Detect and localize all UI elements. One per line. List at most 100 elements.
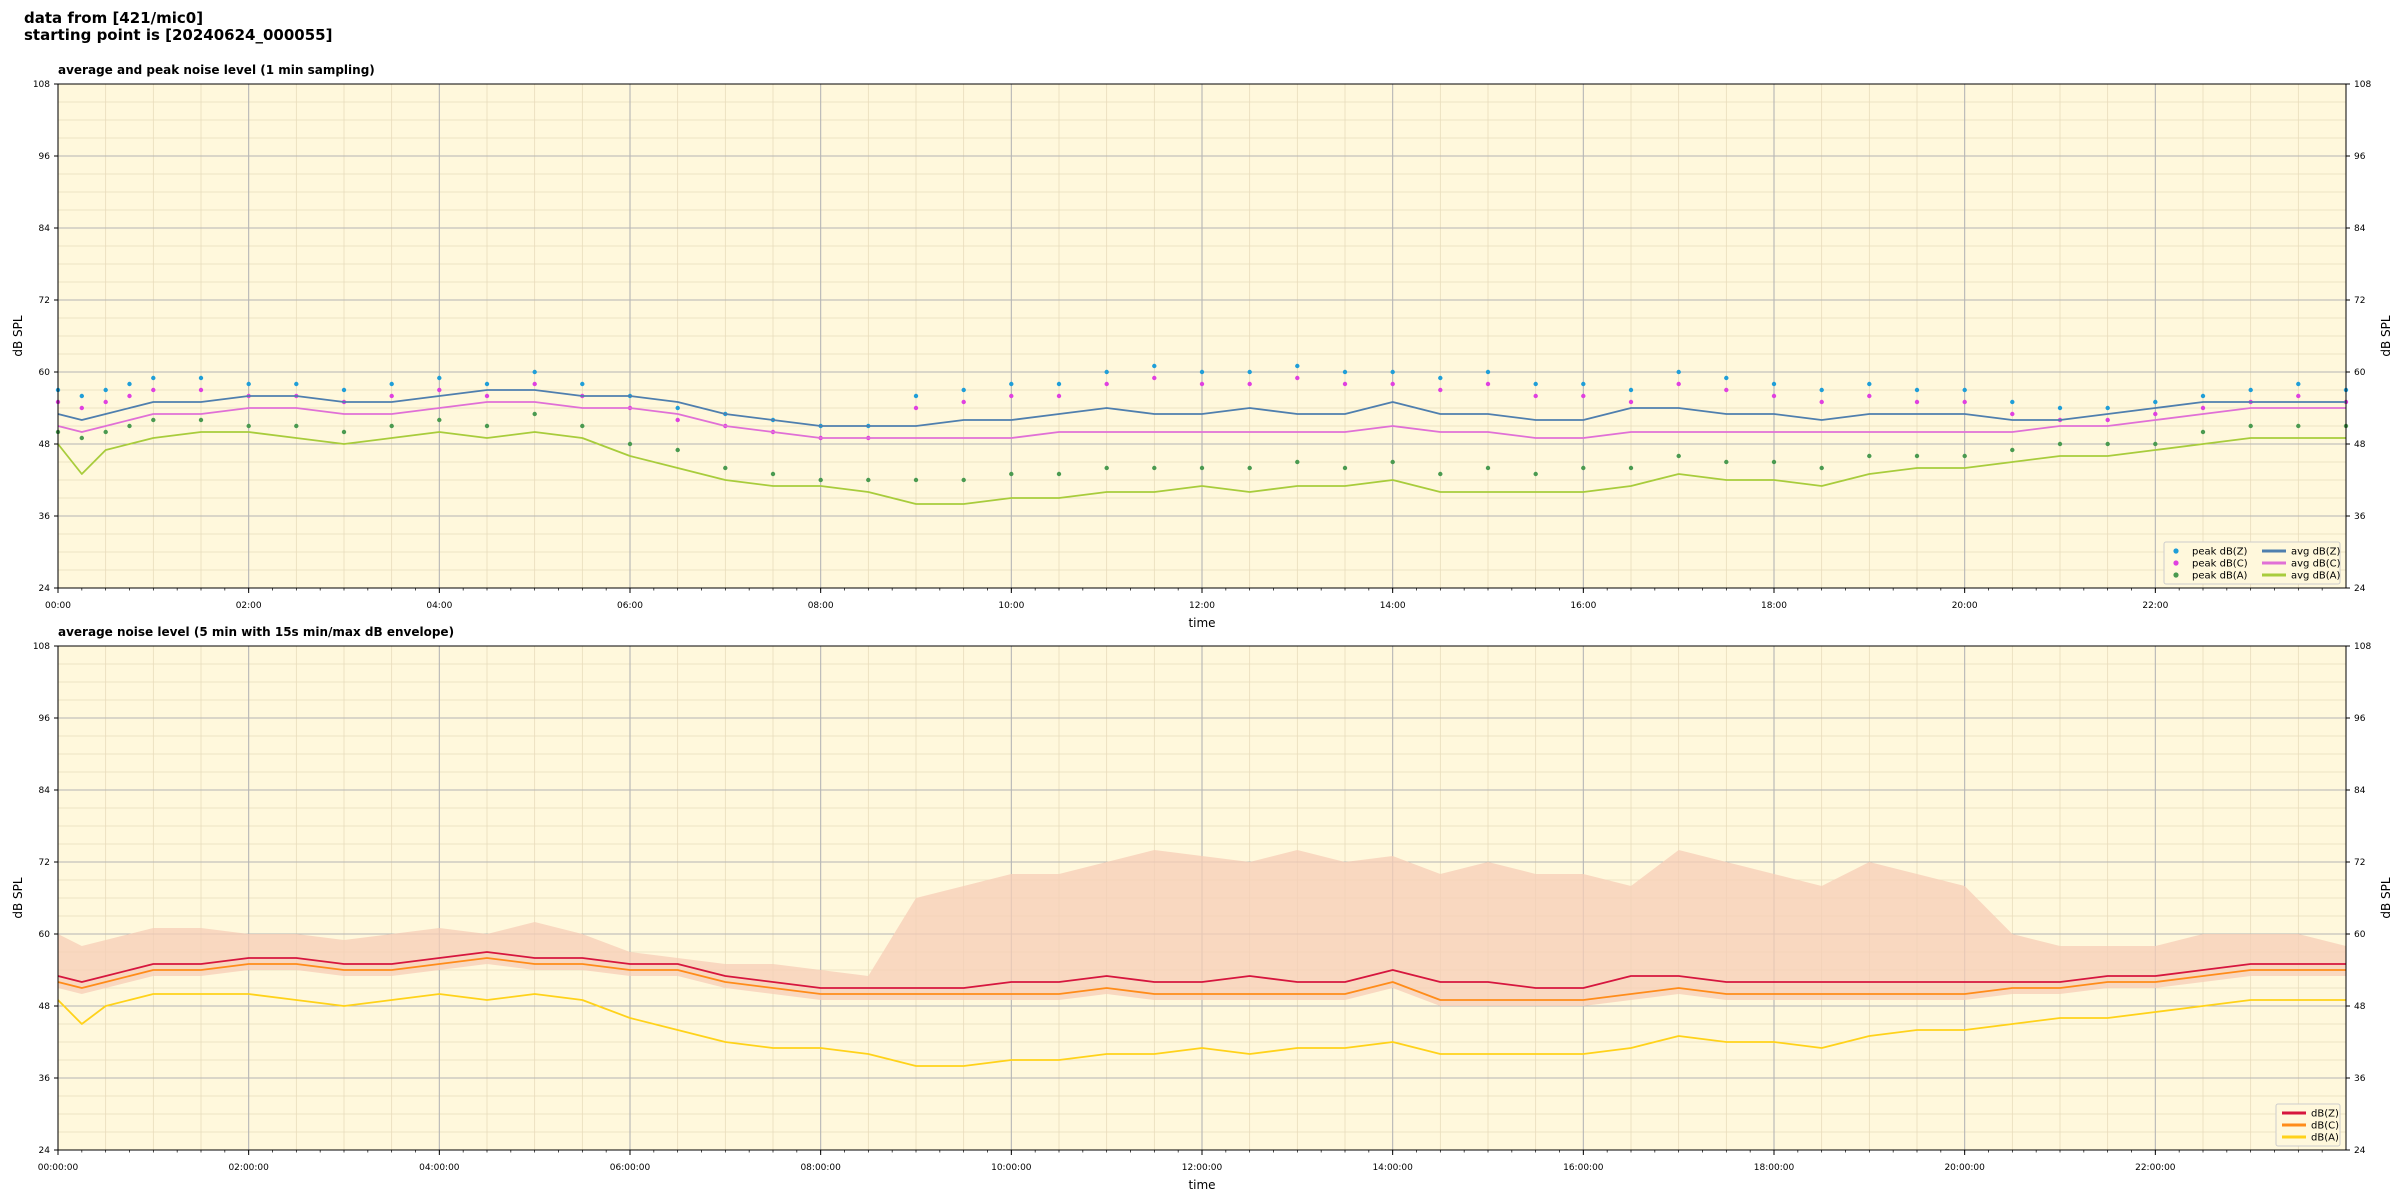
x-tick-label: 20:00:00 <box>1944 1163 1985 1173</box>
starting-point-line: starting point is [20240624_000055] <box>24 26 333 44</box>
point-peak-db-z <box>1676 369 1681 375</box>
point-peak-db-a <box>818 477 823 483</box>
series-line-avg-db-z <box>57 389 2346 427</box>
y-tick-label-right: 24 <box>2354 584 2366 594</box>
y-tick-label: 84 <box>39 786 51 796</box>
x-tick-label: 00:00:00 <box>38 1163 79 1173</box>
point-peak-db-c <box>198 387 204 393</box>
y-tick-label: 36 <box>39 512 51 522</box>
point-peak-db-c <box>1676 381 1681 387</box>
x-tick-label: 04:00:00 <box>419 1163 460 1173</box>
point-peak-db-a <box>1581 465 1586 471</box>
point-peak-db-a <box>1676 453 1681 459</box>
point-peak-db-z <box>294 381 299 387</box>
series-line-db-a <box>57 993 2346 1067</box>
y-tick-label: 96 <box>39 152 51 162</box>
point-peak-db-c <box>1914 399 1920 405</box>
x-tick-label: 06:00 <box>617 601 643 611</box>
legend-label: avg dB(A) <box>2291 571 2341 582</box>
legend-marker <box>2173 560 2179 566</box>
point-peak-db-c <box>961 399 966 405</box>
y-tick-label: 84 <box>39 224 51 234</box>
point-peak-db-z <box>2010 399 2015 405</box>
y-tick-label: 108 <box>33 80 50 90</box>
point-peak-db-a <box>532 411 537 417</box>
point-peak-db-a <box>1724 459 1729 465</box>
point-peak-db-z <box>2105 405 2110 411</box>
point-peak-db-z <box>1390 369 1395 375</box>
point-peak-db-c <box>1152 375 1157 381</box>
legend-marker <box>2173 548 2179 554</box>
point-peak-db-a <box>1819 465 1824 471</box>
point-peak-db-a <box>1485 465 1491 471</box>
point-peak-db-a <box>627 441 633 447</box>
point-peak-db-a <box>961 477 966 483</box>
point-peak-db-a <box>866 477 871 483</box>
y-tick-label-right: 36 <box>2354 512 2366 522</box>
point-peak-db-a <box>580 423 585 429</box>
y-tick-label-right: 84 <box>2354 786 2366 796</box>
point-peak-db-z <box>484 381 490 387</box>
envelope-area <box>58 850 2346 1006</box>
point-peak-db-z <box>1533 381 1538 387</box>
point-peak-db-a <box>484 423 490 429</box>
point-peak-db-c <box>1104 381 1109 387</box>
point-peak-db-c <box>1342 381 1348 387</box>
point-peak-db-a <box>1247 465 1252 471</box>
y-tick-label: 72 <box>39 858 50 868</box>
y-axis-label: dB SPL <box>11 877 25 919</box>
y-tick-label-right: 96 <box>2354 152 2366 162</box>
y-tick-label: 24 <box>39 584 51 594</box>
point-peak-db-z <box>580 381 585 387</box>
y-tick-label-right: 60 <box>2354 368 2366 378</box>
point-peak-db-z <box>1056 381 1062 387</box>
point-peak-db-c <box>79 405 85 411</box>
point-peak-db-a <box>246 423 251 429</box>
point-peak-db-z <box>1247 369 1252 375</box>
series-line-db-c <box>57 957 2346 1001</box>
point-peak-db-z <box>1771 381 1777 387</box>
point-peak-db-z <box>1009 381 1014 387</box>
point-peak-db-a <box>1390 459 1395 465</box>
point-peak-db-z <box>1295 363 1300 369</box>
x-tick-label: 02:00:00 <box>228 1163 269 1173</box>
series-line-avg-db-c <box>57 401 2346 439</box>
point-peak-db-c <box>1724 387 1729 393</box>
point-peak-db-z <box>389 381 394 387</box>
point-peak-db-c <box>1485 381 1491 387</box>
point-peak-db-z <box>246 381 251 387</box>
legend-marker <box>2173 572 2179 578</box>
point-peak-db-a <box>1199 465 1205 471</box>
point-peak-db-z <box>1581 381 1586 387</box>
point-peak-db-c <box>913 405 919 411</box>
x-tick-label: 06:00:00 <box>610 1163 651 1173</box>
point-peak-db-z <box>151 375 156 381</box>
point-peak-db-c <box>1533 393 1538 399</box>
y-tick-label: 48 <box>39 440 51 450</box>
point-peak-db-c <box>103 399 108 405</box>
x-tick-label: 14:00:00 <box>1372 1163 1413 1173</box>
x-axis-label: time <box>1188 1178 1215 1192</box>
y-tick-label: 48 <box>39 1002 51 1012</box>
point-peak-db-z <box>2248 387 2253 393</box>
point-peak-db-c <box>1009 393 1014 399</box>
y-tick-label-right: 72 <box>2354 858 2365 868</box>
legend: peak dB(Z)peak dB(C)peak dB(A)avg dB(Z)a… <box>2163 541 2341 585</box>
chart-panel-1: 24 24 36 36 48 48 60 60 72 72 84 84 96 96 108 108 00:00 0… <box>11 63 2393 630</box>
series-line-avg-db-a <box>57 431 2346 505</box>
point-peak-db-a <box>1962 453 1967 459</box>
point-peak-db-a <box>79 435 85 441</box>
point-peak-db-a <box>1533 471 1538 477</box>
chart-title: average noise level (5 min with 15s min/… <box>58 625 454 639</box>
point-peak-db-z <box>1819 387 1824 393</box>
point-peak-db-z <box>1962 387 1967 393</box>
legend-label: dB(A) <box>2311 1133 2339 1144</box>
y-tick-label-right: 48 <box>2354 440 2366 450</box>
y-tick-label-right: 24 <box>2354 1146 2366 1156</box>
point-peak-db-z <box>1485 369 1491 375</box>
point-peak-db-c <box>2153 411 2158 417</box>
x-tick-label: 22:00:00 <box>2135 1163 2176 1173</box>
point-peak-db-a <box>389 423 394 429</box>
x-tick-label: 18:00:00 <box>1754 1163 1795 1173</box>
